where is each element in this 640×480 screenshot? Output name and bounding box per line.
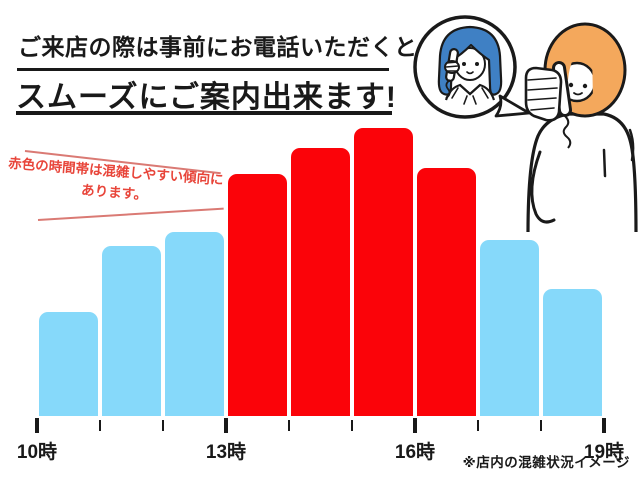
axis-label-13時: 13時 xyxy=(205,442,247,463)
speech-bubble xyxy=(413,15,531,119)
customer-smile xyxy=(573,92,583,96)
axis-tick-9 xyxy=(602,418,606,433)
bar-10時 xyxy=(39,312,98,416)
axis-tick-0 xyxy=(35,418,39,433)
phone-call-illustration xyxy=(413,15,638,232)
bar-chart-bars xyxy=(37,128,604,416)
bar-13時 xyxy=(228,174,287,416)
axis-tick-8 xyxy=(540,420,542,431)
heading-underline2 xyxy=(16,111,392,115)
axis-label-10時: 10時 xyxy=(16,442,58,463)
bar-15時 xyxy=(354,128,413,416)
axis-tick-3 xyxy=(224,418,228,433)
operator-eye-right xyxy=(475,62,479,66)
axis-label-19時: 19時 xyxy=(583,442,625,463)
operator-mouth xyxy=(466,71,474,75)
heading-underline1 xyxy=(17,68,389,71)
bar-14時 xyxy=(291,148,350,416)
bar-18時 xyxy=(543,289,602,416)
phone-cord xyxy=(562,115,572,149)
customer-avatar xyxy=(524,22,638,232)
customer-arm xyxy=(530,150,556,224)
customer-hand xyxy=(524,66,563,122)
bar-11時 xyxy=(102,246,161,416)
operator-avatar xyxy=(437,25,503,105)
operator-phone-cord xyxy=(445,79,451,99)
axis-tick-6 xyxy=(413,418,417,433)
axis-tick-5 xyxy=(351,420,353,431)
speech-bubble-tail xyxy=(494,94,531,118)
heading-line1: ご来店の際は事前にお電話いただくと xyxy=(18,34,418,60)
axis-label-16時: 16時 xyxy=(394,442,436,463)
axis-tick-7 xyxy=(477,420,479,431)
heading-line2: スムーズにご案内出来ます! xyxy=(16,81,397,114)
bar-12時 xyxy=(165,232,224,416)
bar-17時 xyxy=(480,240,539,416)
customer-eye-right xyxy=(582,83,588,89)
axis-tick-4 xyxy=(288,420,290,431)
customer-eye-left xyxy=(568,82,574,88)
x-axis: 10時 13時 16時 19時 xyxy=(17,418,624,473)
axis-tick-1 xyxy=(99,420,101,431)
axis-tick-2 xyxy=(162,420,164,431)
bar-16時 xyxy=(417,168,476,416)
footnote: ※店内の混雑状況イメージ xyxy=(462,455,630,470)
operator-eye-left xyxy=(462,62,466,66)
